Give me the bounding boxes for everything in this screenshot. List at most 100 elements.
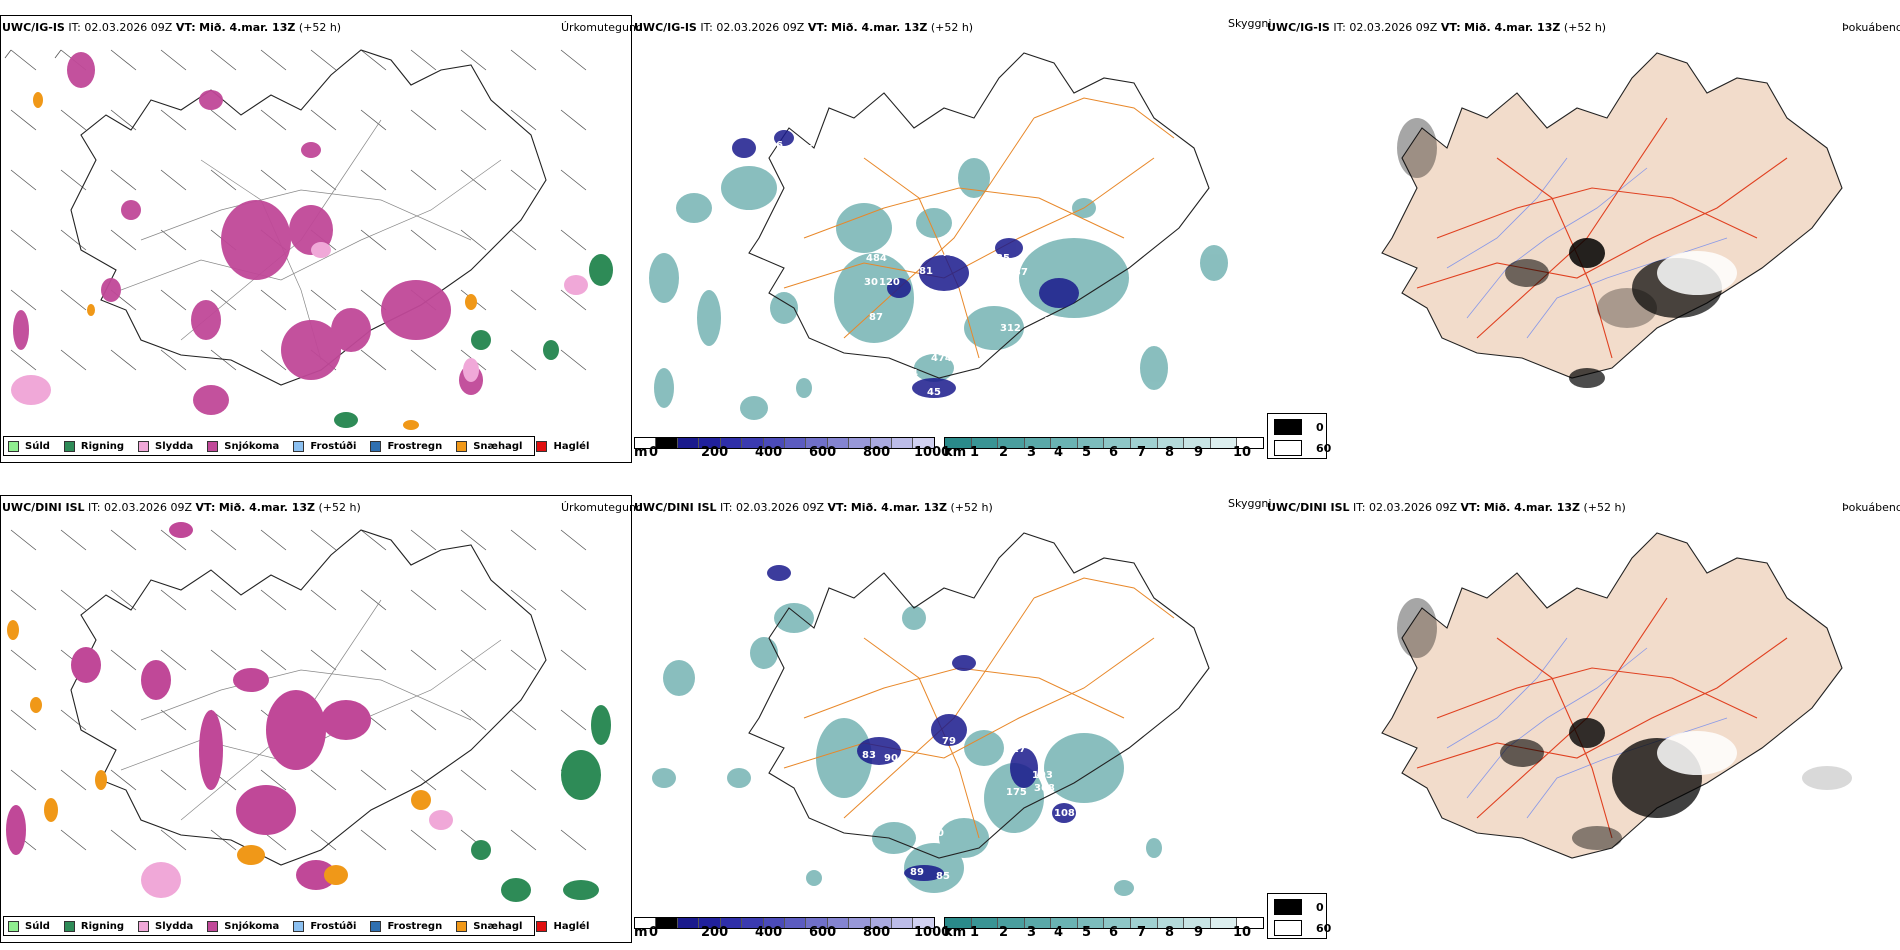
- precip-type-legend-row1: Súld Rigning Slydda Snjókoma Frostúði Fr…: [3, 436, 589, 456]
- iceland-coastline: [70, 529, 547, 866]
- rain-areas: [471, 705, 611, 902]
- svg-text:86: 86: [769, 140, 783, 151]
- legend-item-rain: Rigning: [63, 440, 124, 452]
- iceland-land: [1381, 52, 1843, 379]
- svg-text:175: 175: [1006, 787, 1027, 798]
- vt-value: Mið. 4.mar. 13Z: [199, 21, 296, 34]
- svg-text:35: 35: [996, 253, 1010, 264]
- svg-text:75: 75: [942, 248, 956, 259]
- cloud-base-ticks-row2: m 0 200 400 600 800 1000: [634, 925, 951, 940]
- precip-type-legend-row2: Súld Rigning Slydda Snjókoma Frostúði Fr…: [3, 916, 589, 936]
- svg-text:31: 31: [849, 172, 863, 183]
- panel-title-precip-row2: Úrkomutegund: [561, 501, 643, 514]
- svg-text:20: 20: [930, 828, 944, 839]
- header-visibility-row2: UWC/DINI ISL IT: 02.03.2026 09Z VT: Mið.…: [634, 501, 993, 514]
- wind-barbs: [10, 529, 587, 851]
- legend-item-graupel: Snæhagl: [456, 440, 522, 452]
- svg-text:474: 474: [931, 353, 952, 364]
- model-name: UWC/IG-IS: [2, 21, 65, 34]
- svg-text:83: 83: [862, 750, 876, 761]
- fog-index-map-row1[interactable]: [1267, 38, 1897, 433]
- legend-item-sleet: Slydda: [138, 440, 193, 452]
- svg-text:31: 31: [804, 116, 818, 127]
- sleet-areas: [141, 810, 453, 898]
- wind-barbs: [4, 49, 587, 371]
- vt-label: VT:: [175, 21, 196, 34]
- legend-item-freezing-drizzle: Frostúði: [293, 440, 356, 452]
- rain-areas: [334, 254, 613, 428]
- precip-map-frame-row2: [0, 495, 632, 943]
- precip-map-frame-row1: [0, 15, 632, 463]
- legend-item-freezing-drizzle: Frostúði: [293, 920, 356, 932]
- svg-text:12: 12: [784, 725, 798, 736]
- cloud-base-colorbar-row2: [634, 917, 935, 929]
- visibility-map-row2[interactable]: 16 17 12 83 90 79 27 193 175 368 108 42 …: [634, 518, 1264, 913]
- graupel-areas: [33, 92, 477, 430]
- graupel-areas: [7, 620, 431, 885]
- header-precip-row2: UWC/DINI ISL IT: 02.03.2026 09Z VT: Mið.…: [2, 501, 361, 514]
- visibility-ticks-row1: km 1 2 3 4 5 6 7 8 9 10: [944, 445, 1252, 460]
- svg-text:312: 312: [1000, 323, 1021, 334]
- svg-text:82: 82: [704, 60, 718, 71]
- legend-item-graupel: Snæhagl: [456, 920, 522, 932]
- svg-text:90: 90: [884, 753, 898, 764]
- iceland-coastline: [748, 52, 1210, 379]
- legend-item-freezing-rain: Frostregn: [370, 920, 442, 932]
- legend-item-rain: Rigning: [63, 920, 124, 932]
- road-network: [783, 97, 1175, 359]
- precip-type-map-row2[interactable]: [1, 520, 631, 910]
- fog-blobs: [649, 158, 1228, 420]
- river-network: [1446, 637, 1728, 819]
- svg-text:16: 16: [777, 582, 791, 593]
- fog-blobs: [652, 603, 1162, 896]
- svg-text:17: 17: [789, 705, 803, 716]
- svg-text:193: 193: [1032, 770, 1053, 781]
- svg-text:27: 27: [1012, 744, 1026, 755]
- legend-item-hail: Haglél: [536, 920, 589, 932]
- visibility-colorbar-row2: [944, 917, 1264, 929]
- legend-item-freezing-rain: Frostregn: [370, 440, 442, 452]
- svg-text:89: 89: [910, 867, 924, 878]
- svg-text:374: 374: [771, 863, 792, 874]
- svg-text:83: 83: [900, 256, 914, 267]
- svg-text:14: 14: [904, 368, 918, 379]
- svg-text:188: 188: [1044, 316, 1065, 327]
- legend-item-drizzle: Súld: [8, 440, 50, 452]
- precip-type-map-row1[interactable]: [1, 40, 631, 430]
- svg-text:106: 106: [792, 144, 813, 155]
- svg-text:187: 187: [1202, 285, 1223, 296]
- visibility-ticks-row2: km 1 2 3 4 5 6 7 8 9 10: [944, 925, 1252, 940]
- low-cloud-base: [767, 565, 1076, 881]
- svg-text:79: 79: [942, 736, 956, 747]
- fog-index-map-row2[interactable]: [1267, 518, 1897, 913]
- visibility-map-row1[interactable]: 82 11 31 86 106 31 484 83 75 30 120 81 8…: [634, 38, 1264, 433]
- svg-text:81: 81: [919, 266, 933, 277]
- lead-time: (+52 h): [298, 21, 342, 34]
- svg-text:839: 839: [904, 346, 925, 357]
- legend-item-snow: Snjókoma: [207, 440, 279, 452]
- cloud-base-labels: 16 17 12 83 90 79 27 193 175 368 108 42 …: [771, 582, 1225, 882]
- fog-legend-row1: 0 60: [1267, 413, 1331, 459]
- iceland-coastline: [748, 532, 1210, 859]
- svg-text:120: 120: [879, 277, 900, 288]
- panel-title-visibility-row1: Skyggni: [1228, 17, 1272, 30]
- road-network: [1416, 117, 1788, 359]
- iceland-coastline: [70, 49, 547, 386]
- svg-text:368: 368: [1034, 783, 1055, 794]
- svg-text:847: 847: [1204, 773, 1225, 784]
- glacier-white: [1657, 251, 1737, 295]
- iceland-land: [1381, 532, 1843, 859]
- glacier-white: [1657, 731, 1737, 775]
- it-value: 02.03.2026 09Z: [84, 21, 173, 34]
- road-network: [783, 577, 1175, 839]
- fog-legend-row2: 0 60: [1267, 893, 1331, 939]
- snow-areas: [13, 52, 483, 415]
- legend-item-snow: Snjókoma: [207, 920, 279, 932]
- cloud-base-labels: 82 11 31 86 106 31 484 83 75 30 120 81 8…: [704, 60, 1223, 398]
- svg-text:484: 484: [866, 253, 887, 264]
- svg-text:45: 45: [927, 387, 941, 398]
- sleet-areas: [11, 242, 588, 405]
- header-fog-row1: UWC/IG-IS IT: 02.03.2026 09Z VT: Mið. 4.…: [1267, 21, 1607, 34]
- svg-text:77: 77: [856, 818, 870, 829]
- svg-text:37: 37: [1014, 267, 1028, 278]
